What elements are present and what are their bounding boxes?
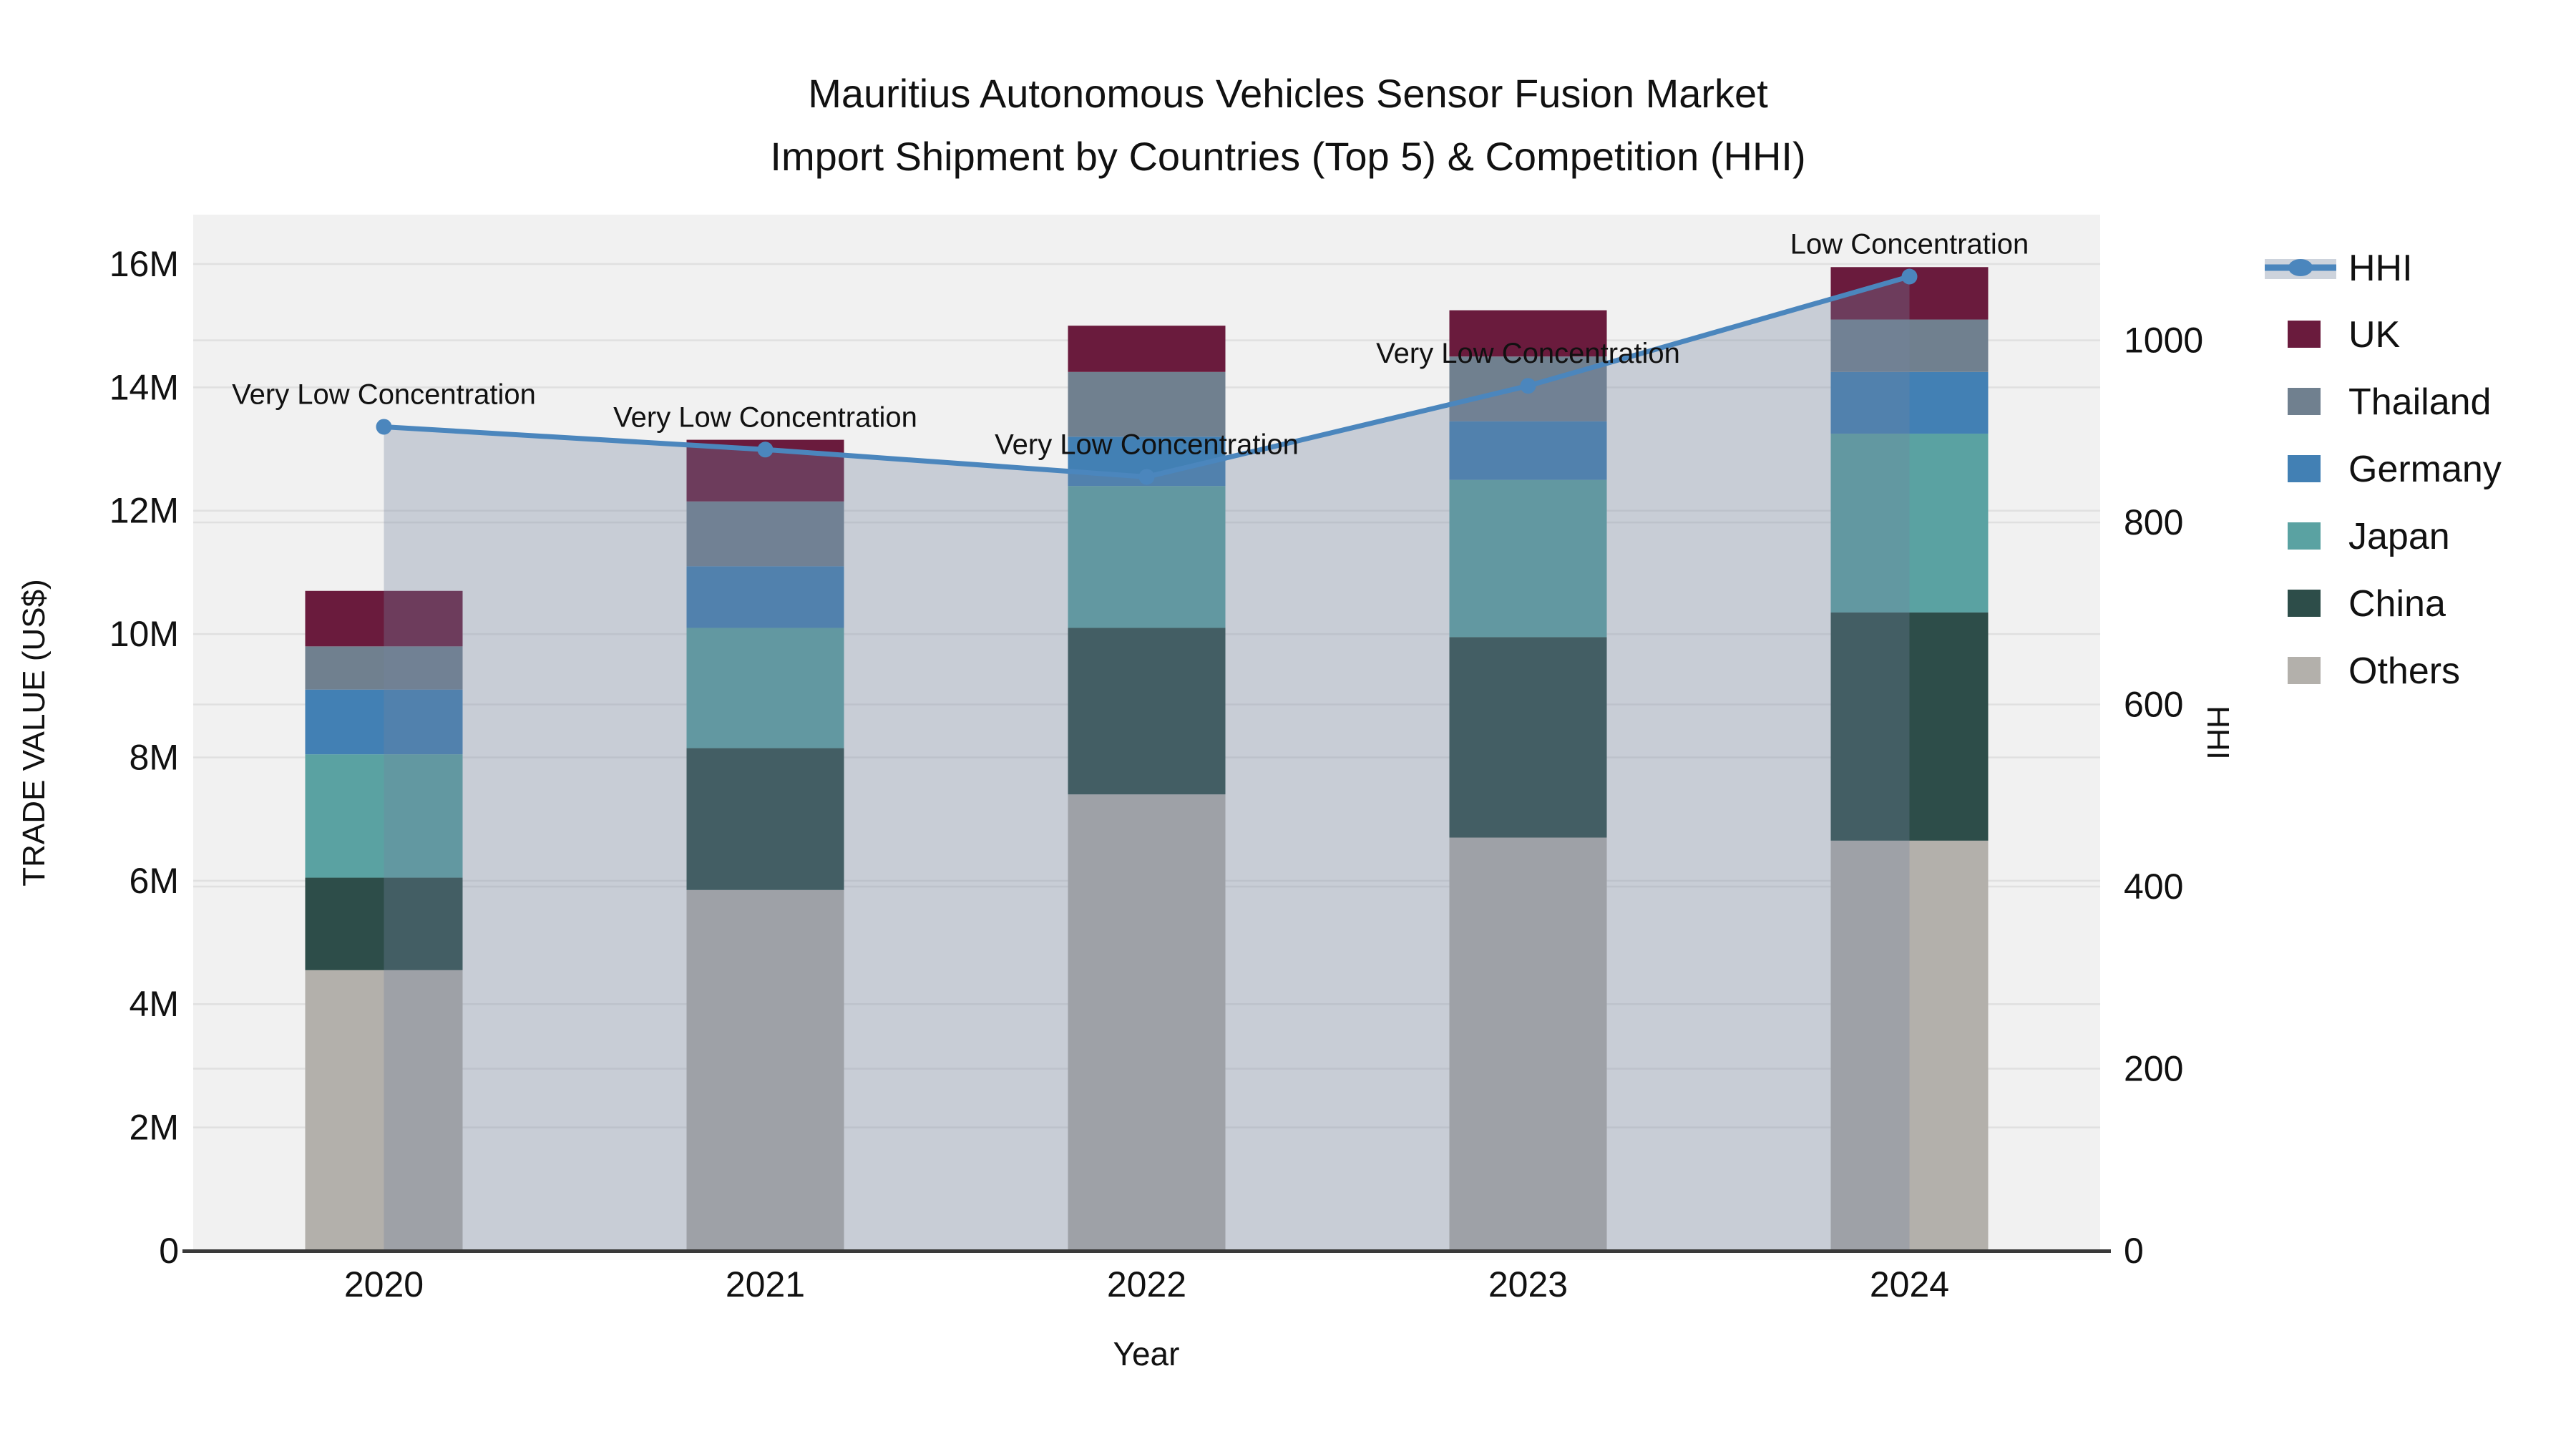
hhi-point-2024 bbox=[1901, 268, 1918, 285]
hhi-point-2020 bbox=[376, 419, 392, 435]
x-tick-label: 2021 bbox=[726, 1264, 805, 1304]
x-tick-label: 2024 bbox=[1870, 1264, 1949, 1304]
bar-segment-germany-2021 bbox=[686, 566, 844, 628]
bar-segment-japan-2023 bbox=[1449, 479, 1607, 638]
hhi-point-2021 bbox=[757, 441, 774, 458]
legend-item-japan: Japan bbox=[2288, 516, 2450, 557]
y2-tick-label: 200 bbox=[2124, 1049, 2183, 1089]
bar-segment-thailand-2020 bbox=[305, 646, 463, 690]
legend-item-thailand: Thailand bbox=[2288, 381, 2491, 423]
annotation-2021: Very Low Concentration bbox=[613, 401, 917, 433]
bar-segment-germany-2020 bbox=[305, 689, 463, 755]
bar-segment-uk-2022 bbox=[1068, 326, 1226, 372]
y-tick-label: 6M bbox=[130, 861, 179, 901]
thailand-swatch bbox=[2288, 388, 2321, 415]
y2-axis-title: HHI bbox=[2200, 706, 2235, 760]
bar-segment-germany-2023 bbox=[1449, 421, 1607, 480]
annotation-2023: Very Low Concentration bbox=[1376, 338, 1680, 369]
bar-segment-japan-2024 bbox=[1830, 433, 1989, 613]
x-tick-label: 2022 bbox=[1107, 1264, 1186, 1304]
legend-label: Thailand bbox=[2348, 381, 2491, 423]
legend-label: Others bbox=[2348, 650, 2460, 692]
others-swatch bbox=[2288, 657, 2321, 684]
y-tick-label: 8M bbox=[130, 737, 179, 777]
bar-segment-uk-2023 bbox=[1449, 310, 1607, 357]
legend-label: UK bbox=[2348, 314, 2401, 356]
y-tick-label: 16M bbox=[109, 244, 179, 284]
y2-tick-label: 1000 bbox=[2124, 321, 2203, 361]
bar-segment-others-2020 bbox=[305, 970, 463, 1251]
bar-segment-thailand-2021 bbox=[686, 501, 844, 567]
uk-swatch bbox=[2288, 321, 2321, 348]
y-tick-label: 12M bbox=[109, 491, 179, 531]
annotation-2022: Very Low Concentration bbox=[995, 429, 1299, 460]
x-tick-label: 2020 bbox=[344, 1264, 424, 1304]
bar-segment-china-2021 bbox=[686, 748, 844, 890]
legend-item-others: Others bbox=[2288, 650, 2460, 692]
legend-item-germany: Germany bbox=[2288, 449, 2502, 490]
hhi-marker-icon bbox=[2288, 259, 2313, 276]
legend: HHI UK Thailand Germany Japan China bbox=[2265, 248, 2502, 692]
bar-segment-others-2024 bbox=[1830, 840, 1989, 1251]
germany-swatch bbox=[2288, 455, 2321, 482]
legend-label: Japan bbox=[2348, 516, 2450, 557]
y2-tick-label: 800 bbox=[2124, 502, 2183, 542]
bar-segment-japan-2022 bbox=[1068, 486, 1226, 628]
legend-item-hhi: HHI bbox=[2265, 248, 2413, 289]
y2-tick-label: 600 bbox=[2124, 685, 2183, 725]
plot-area: Very Low Concentration Very Low Concentra… bbox=[109, 215, 2203, 1304]
bar-segment-japan-2021 bbox=[686, 628, 844, 748]
x-tick-label: 2023 bbox=[1488, 1264, 1568, 1304]
legend-item-china: China bbox=[2288, 583, 2446, 625]
bar-segment-china-2024 bbox=[1830, 612, 1989, 841]
china-swatch bbox=[2288, 590, 2321, 617]
chart-title-line2: Import Shipment by Countries (Top 5) & C… bbox=[770, 134, 1805, 179]
y2-tick-label: 0 bbox=[2124, 1231, 2144, 1271]
x-axis-title: Year bbox=[1113, 1335, 1180, 1372]
y2-tick-label: 400 bbox=[2124, 867, 2183, 907]
bar-segment-others-2022 bbox=[1068, 794, 1226, 1251]
bar-segment-thailand-2022 bbox=[1068, 371, 1226, 437]
legend-item-uk: UK bbox=[2288, 314, 2401, 356]
bar-segment-others-2021 bbox=[686, 889, 844, 1251]
bar-segment-china-2022 bbox=[1068, 628, 1226, 795]
x-axis-line bbox=[182, 1249, 2111, 1253]
bar-segment-china-2023 bbox=[1449, 637, 1607, 838]
bar-segment-japan-2020 bbox=[305, 754, 463, 878]
y-tick-label: 2M bbox=[130, 1108, 179, 1148]
bar-segment-germany-2024 bbox=[1830, 371, 1989, 434]
y-axis-title: TRADE VALUE (US$) bbox=[16, 579, 52, 887]
annotation-2024: Low Concentration bbox=[1790, 229, 2029, 260]
japan-swatch bbox=[2288, 522, 2321, 550]
hhi-area-fill bbox=[384, 276, 1910, 1252]
y-tick-label: 10M bbox=[109, 614, 179, 654]
bar-segment-thailand-2024 bbox=[1830, 319, 1989, 372]
hhi-point-2022 bbox=[1138, 469, 1155, 485]
y-tick-label: 14M bbox=[109, 367, 179, 407]
annotation-2020: Very Low Concentration bbox=[232, 379, 536, 410]
y-tick-label: 4M bbox=[130, 984, 179, 1024]
legend-label: Germany bbox=[2348, 449, 2502, 490]
bar-segment-china-2020 bbox=[305, 877, 463, 970]
bar-segment-others-2023 bbox=[1449, 837, 1607, 1251]
legend-label: China bbox=[2348, 583, 2446, 625]
chart-title-line1: Mauritius Autonomous Vehicles Sensor Fus… bbox=[808, 71, 1768, 116]
y-tick-label: 0 bbox=[159, 1231, 179, 1271]
hhi-point-2023 bbox=[1520, 378, 1536, 394]
bar-segment-uk-2020 bbox=[305, 590, 463, 647]
legend-label: HHI bbox=[2348, 248, 2413, 289]
